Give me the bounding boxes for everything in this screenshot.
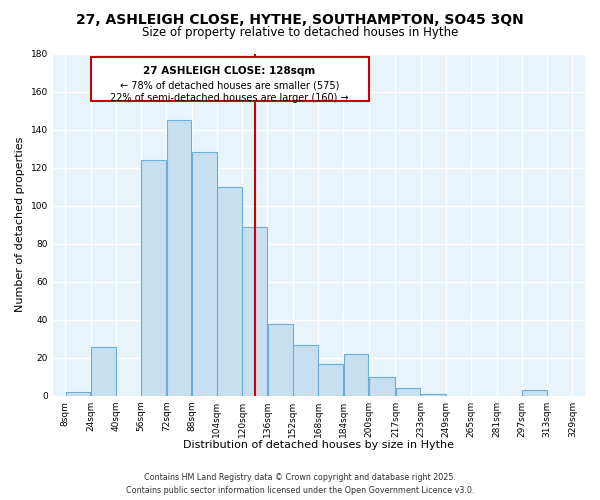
Bar — [91, 346, 116, 396]
Bar — [268, 324, 293, 396]
Bar — [395, 388, 421, 396]
Bar — [217, 186, 242, 396]
Bar — [293, 344, 318, 396]
Bar — [192, 152, 217, 396]
Bar — [318, 364, 343, 396]
FancyBboxPatch shape — [91, 58, 368, 101]
Bar — [142, 160, 166, 396]
Y-axis label: Number of detached properties: Number of detached properties — [15, 137, 25, 312]
Text: 22% of semi-detached houses are larger (160) →: 22% of semi-detached houses are larger (… — [110, 94, 349, 104]
Bar — [369, 377, 395, 396]
Text: 27, ASHLEIGH CLOSE, HYTHE, SOUTHAMPTON, SO45 3QN: 27, ASHLEIGH CLOSE, HYTHE, SOUTHAMPTON, … — [76, 12, 524, 26]
Bar — [65, 392, 91, 396]
Bar — [167, 120, 191, 396]
Bar — [421, 394, 446, 396]
Bar — [522, 390, 547, 396]
Text: Contains HM Land Registry data © Crown copyright and database right 2025.
Contai: Contains HM Land Registry data © Crown c… — [126, 474, 474, 495]
Text: 27 ASHLEIGH CLOSE: 128sqm: 27 ASHLEIGH CLOSE: 128sqm — [143, 66, 316, 76]
Text: Size of property relative to detached houses in Hythe: Size of property relative to detached ho… — [142, 26, 458, 39]
Bar — [242, 226, 267, 396]
X-axis label: Distribution of detached houses by size in Hythe: Distribution of detached houses by size … — [184, 440, 454, 450]
Text: ← 78% of detached houses are smaller (575): ← 78% of detached houses are smaller (57… — [120, 80, 339, 90]
Bar — [344, 354, 368, 396]
